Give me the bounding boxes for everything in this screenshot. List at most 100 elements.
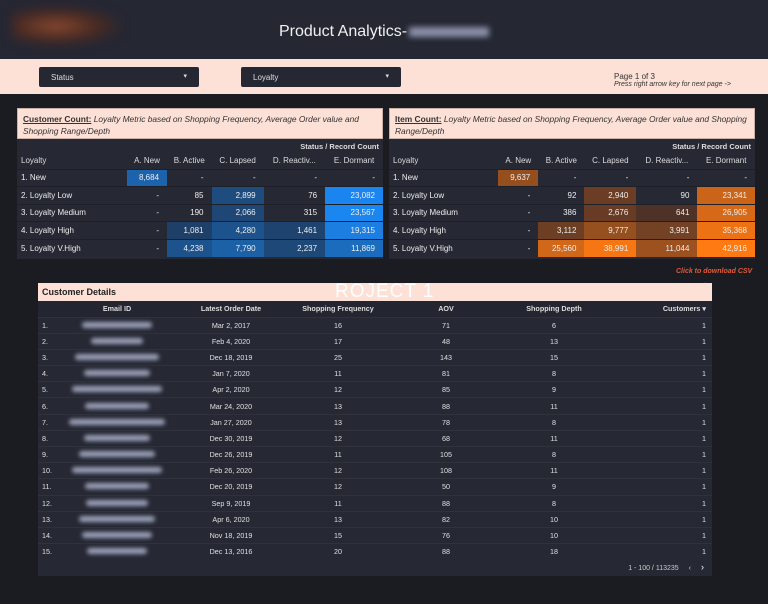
order-date-cell: Dec 26, 2019: [176, 445, 286, 463]
column-header[interactable]: A. New: [505, 156, 532, 166]
caret-down-icon: ▾: [385, 73, 389, 80]
depth-cell: 11: [502, 397, 606, 415]
column-header[interactable]: D. Reactiv...: [272, 156, 316, 166]
aov-cell: 85: [390, 381, 502, 398]
row-index: 6.: [38, 397, 58, 415]
frequency-cell: 11: [286, 494, 390, 512]
frequency-cell: 13: [286, 413, 390, 431]
table-row[interactable]: 12. Sep 9, 2019 11 88 8 1: [38, 494, 712, 512]
index-header: [38, 301, 58, 317]
prev-page-button[interactable]: ‹: [688, 565, 691, 572]
table-row[interactable]: 1. Mar 2, 2017 16 71 6 1: [38, 316, 712, 334]
table-row[interactable]: 4. Jan 7, 2020 11 81 8 1: [38, 365, 712, 382]
column-header[interactable]: E. Dormant: [333, 156, 375, 166]
column-header[interactable]: Shopping Depth: [502, 301, 606, 317]
pivot-cell: 42,916: [697, 238, 755, 257]
row-index: 8.: [38, 429, 58, 447]
pivot-cell: 4,238: [167, 238, 212, 257]
row-index: 4.: [38, 365, 58, 382]
column-header[interactable]: B. Active: [545, 156, 577, 166]
frequency-cell: 11: [286, 365, 390, 382]
pivot-cell: 19,315: [325, 221, 383, 239]
email-cell: [58, 543, 176, 560]
depth-cell: 8: [502, 445, 606, 463]
table-row[interactable]: 9. Dec 26, 2019 11 105 8 1: [38, 445, 712, 463]
table-row[interactable]: 10. Feb 26, 2020 12 108 11 1: [38, 462, 712, 479]
pivot-cell: 11,869: [325, 238, 383, 257]
column-header[interactable]: Latest Order Date: [176, 301, 286, 317]
aov-cell: 78: [390, 413, 502, 431]
table-row[interactable]: 3. Dec 18, 2019 25 143 15 1: [38, 348, 712, 366]
pivot-subheader: Status / Record Count: [672, 142, 751, 151]
email-cell: [58, 494, 176, 512]
pivot-caption: Item Count: Loyalty Metric based on Shop…: [389, 108, 755, 139]
table-row[interactable]: 14. Nov 18, 2019 15 76 10 1: [38, 526, 712, 544]
aov-cell: 71: [390, 316, 502, 334]
column-header[interactable]: D. Reactiv...: [645, 156, 689, 166]
filter-bar: Status ▾ Loyalty ▾ Page 1 of 3 Press right …: [0, 59, 768, 94]
column-header[interactable]: AOV: [390, 301, 502, 317]
table-row[interactable]: 13. Apr 6, 2020 13 82 10 1: [38, 510, 712, 528]
pivot-cell: 23,567: [325, 203, 383, 222]
table-row[interactable]: 8. Dec 30, 2019 12 68 11 1: [38, 429, 712, 447]
pivot-cell: -: [498, 221, 539, 239]
status-filter-dropdown[interactable]: Status ▾: [39, 67, 199, 87]
email-cell: [58, 478, 176, 496]
row-label: 5. Loyalty V.High: [17, 238, 127, 257]
row-label: 5. Loyalty V.High: [389, 238, 499, 257]
pivot-cell: -: [126, 238, 168, 257]
pivot-cell: 3,112: [538, 221, 585, 239]
frequency-cell: 15: [286, 526, 390, 544]
page-number: Page 1 of 3: [614, 72, 655, 81]
column-header[interactable]: E. Dormant: [705, 156, 747, 166]
aov-cell: 81: [390, 365, 502, 382]
table-row[interactable]: 2. Feb 4, 2020 17 48 13 1: [38, 332, 712, 350]
loyalty-filter-dropdown[interactable]: Loyalty ▾: [241, 67, 401, 87]
column-header[interactable]: C. Lapsed: [592, 156, 629, 166]
table-row[interactable]: 6. Mar 24, 2020 13 88 11 1: [38, 397, 712, 415]
table-pagination: 1 - 100 / 113235 ‹ ›: [618, 562, 704, 572]
customers-cell: 1: [606, 429, 712, 447]
pivot-cell: 90: [636, 186, 698, 204]
customers-cell: 1: [606, 543, 712, 560]
pivot-row: 1. New 8,684- - - -: [17, 168, 383, 187]
column-header[interactable]: A. New: [134, 156, 160, 166]
column-header[interactable]: Shopping Frequency: [286, 301, 390, 317]
table-row[interactable]: 7. Jan 27, 2020 13 78 8 1: [38, 413, 712, 431]
column-header[interactable]: B. Active: [173, 156, 205, 166]
aov-cell: 50: [390, 478, 502, 496]
column-header[interactable]: Email ID: [58, 301, 176, 317]
next-page-button[interactable]: ›: [701, 562, 704, 572]
order-date-cell: Apr 2, 2020: [176, 381, 286, 398]
pivot-cell: 2,940: [584, 186, 637, 204]
order-date-cell: Dec 30, 2019: [176, 429, 286, 447]
row-label: 2. Loyalty Low: [389, 186, 499, 204]
pivot-cell: 2,676: [584, 203, 637, 222]
order-date-cell: Apr 6, 2020: [176, 510, 286, 528]
aov-cell: 76: [390, 526, 502, 544]
order-date-cell: Sep 9, 2019: [176, 494, 286, 512]
order-date-cell: Jan 27, 2020: [176, 413, 286, 431]
title-text: Product Analytics-: [278, 23, 408, 40]
pivot-cell: 1,461: [263, 221, 326, 239]
pivot-cell: 85: [167, 186, 212, 204]
row-index: 11.: [38, 478, 58, 496]
pivot-cell: 8,684: [126, 168, 168, 187]
table-row[interactable]: 11. Dec 20, 2019 12 50 9 1: [38, 478, 712, 496]
column-header[interactable]: C. Lapsed: [219, 156, 256, 166]
order-date-cell: Dec 13, 2016: [176, 543, 286, 560]
table-row[interactable]: 15. Dec 13, 2016 20 88 18 1: [38, 543, 712, 560]
row-label: 1. New: [389, 168, 499, 187]
pivot-cell: 2,066: [211, 203, 264, 222]
pivot-cell: -: [498, 238, 539, 257]
email-cell: [58, 445, 176, 463]
table-row[interactable]: 5. Apr 2, 2020 12 85 9 1: [38, 381, 712, 398]
frequency-cell: 12: [286, 429, 390, 447]
redacted-email: [72, 386, 162, 393]
depth-cell: 9: [502, 478, 606, 496]
pivot-cell: -: [498, 186, 539, 204]
row-index: 12.: [38, 494, 58, 512]
pivot-cell: 35,368: [697, 221, 755, 239]
column-header[interactable]: Customers ▾: [606, 301, 712, 317]
pivot-cell: 9,637: [498, 168, 539, 187]
